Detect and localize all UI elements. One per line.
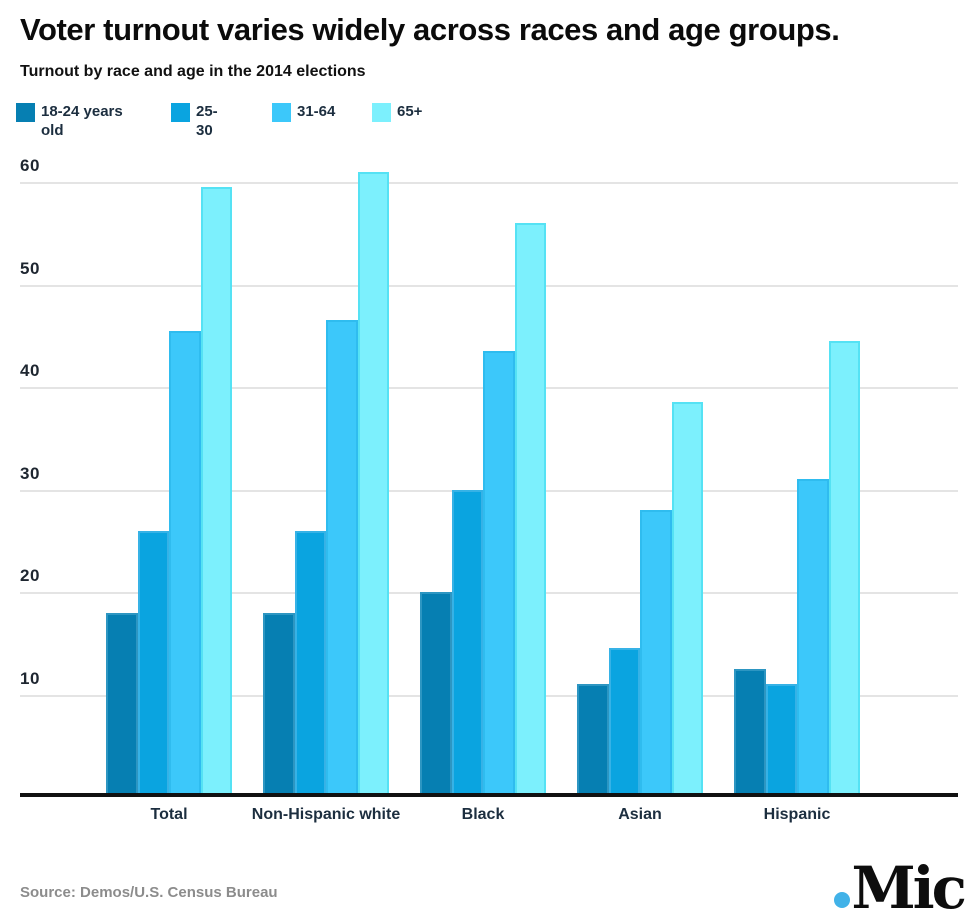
bar-total-25-30 (137, 530, 169, 797)
y-tick-label-50: 50 (20, 258, 40, 278)
bar-black-65 (514, 223, 546, 797)
source-attribution: Source: Demos/U.S. Census Bureau (20, 884, 278, 901)
legend-label: 31-64 (297, 103, 336, 120)
legend-label: 65+ (397, 103, 423, 120)
y-tick-label-30: 30 (20, 463, 40, 483)
chart-title: Voter turnout varies widely across races… (20, 12, 840, 47)
gridline-60 (20, 182, 958, 184)
chart-subtitle: Turnout by race and age in the 2014 elec… (20, 63, 366, 80)
bar-total-31-64 (169, 330, 201, 797)
bar-black-18-24-years-old (420, 592, 452, 797)
bar-asian-25-30 (608, 648, 640, 797)
x-category-label-black: Black (461, 806, 505, 823)
gridline-50 (20, 284, 958, 287)
legend-label: 18-24 years old (41, 103, 123, 139)
bar-asian-18-24-years-old (577, 684, 609, 797)
bar-hispanic-31-64 (797, 479, 829, 797)
bar-non-hispanic-white-18-24-years-old (263, 612, 295, 797)
bar-black-31-64 (483, 351, 515, 797)
legend-swatch-icon (272, 103, 291, 122)
bar-hispanic-25-30 (765, 684, 797, 797)
x-category-label-asian: Asian (618, 806, 662, 823)
bar-non-hispanic-white-25-30 (294, 530, 326, 797)
chart-legend: 18-24 years old 25-30 31-64 65+ (0, 101, 980, 149)
x-category-label-hispanic: Hispanic (763, 806, 831, 823)
legend-swatch-icon (372, 103, 391, 122)
bar-total-18-24-years-old (106, 612, 138, 797)
mic-logo-text: Mic (851, 853, 967, 922)
bar-hispanic-65 (828, 340, 860, 797)
mic-logo: Mic (834, 853, 967, 922)
legend-swatch-icon (171, 103, 190, 122)
bar-asian-31-64 (640, 510, 672, 797)
x-category-label-total: Total (150, 806, 188, 823)
legend-swatch-icon (16, 103, 35, 122)
y-tick-label-60: 60 (20, 156, 40, 175)
bar-asian-65 (671, 402, 703, 797)
y-tick-label-20: 20 (20, 566, 40, 585)
bar-total-65 (200, 187, 232, 797)
bar-non-hispanic-white-31-64 (326, 320, 358, 797)
x-category-label-non-hispanic-white: Non-Hispanic white (251, 806, 401, 823)
bar-black-25-30 (451, 489, 483, 797)
y-tick-label-40: 40 (20, 361, 40, 380)
bar-non-hispanic-white-65 (357, 171, 389, 797)
x-axis-line (20, 793, 958, 797)
bar-hispanic-18-24-years-old (734, 668, 766, 797)
y-tick-label-10: 10 (20, 668, 40, 688)
legend-label: 25-30 (196, 103, 218, 139)
mic-logo-dot-icon (834, 892, 851, 908)
